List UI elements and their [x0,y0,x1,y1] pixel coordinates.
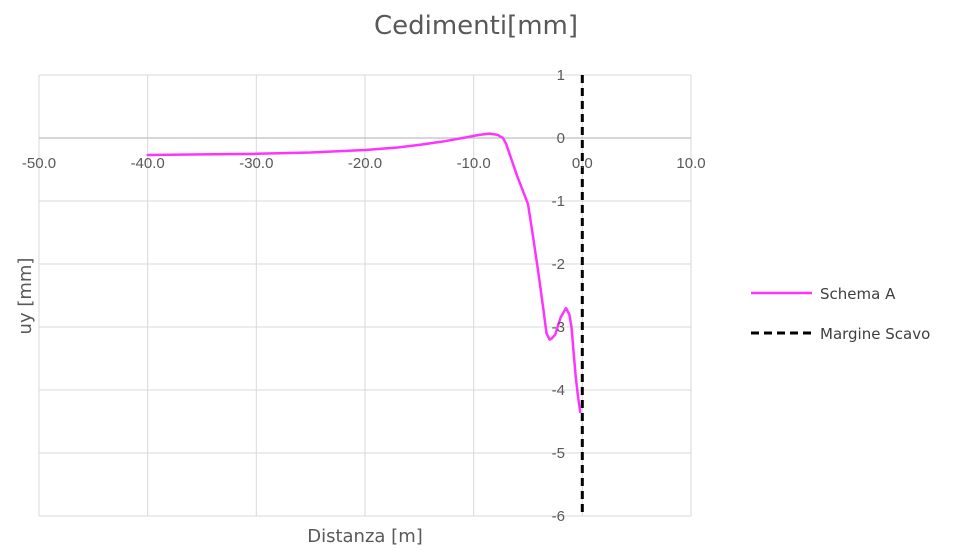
y-tick-label: -5 [552,445,565,462]
legend-label-1: Margine Scavo [820,325,930,343]
legend: Schema A Margine Scavo [751,285,930,343]
y-tick-label: -6 [552,508,565,525]
y-tick-label: -2 [552,256,565,273]
x-tick-label: 10.0 [676,155,705,172]
x-tick-label: 0.0 [572,155,593,172]
x-tick-label: -50.0 [22,155,56,172]
tick-labels: -50.0 -40.0 -30.0 -20.0 -10.0 0.0 10.0 1 0 -1 -2 -3… [22,67,706,525]
grid [38,74,692,517]
y-tick-label: -1 [552,193,565,210]
y-tick-label: 1 [557,67,565,84]
y-tick-label: 0 [557,130,565,147]
chart-title: Cedimenti[mm] [374,11,578,41]
x-tick-label: -30.0 [239,155,273,172]
x-tick-label: -20.0 [348,155,382,172]
y-tick-label: -4 [552,382,565,399]
series-line-0 [146,132,582,414]
x-axis-title: Distanza [m] [307,526,423,547]
legend-label-0: Schema A [820,285,896,303]
series-layer [146,75,584,516]
x-tick-label: -40.0 [131,155,165,172]
y-axis-title: uy [mm] [15,258,36,335]
x-tick-label: -10.0 [457,155,491,172]
y-tick-label: -3 [552,319,565,336]
